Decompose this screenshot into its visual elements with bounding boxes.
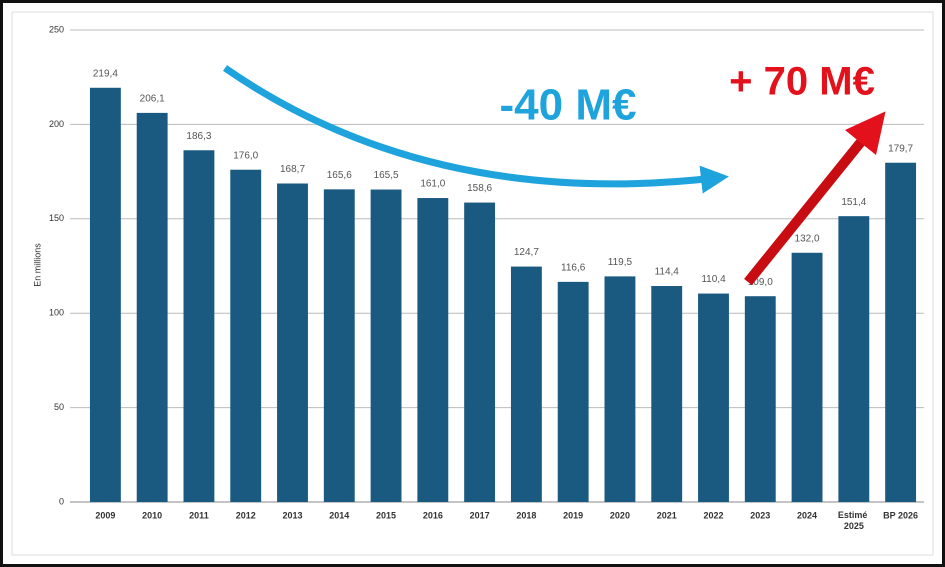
value-label: 176,0 — [233, 150, 258, 161]
value-label: 116,6 — [561, 262, 586, 273]
decline-arrow — [223, 65, 729, 194]
annotation: + 70 M€ — [729, 60, 875, 104]
bar — [698, 293, 729, 502]
bar — [230, 169, 262, 502]
y-axis-label: En millions — [32, 243, 42, 287]
bar — [89, 87, 121, 502]
x-tick-label: 2022 — [703, 510, 723, 520]
bar — [744, 296, 776, 502]
y-tick-label: 100 — [49, 308, 64, 318]
bar — [277, 183, 308, 503]
value-label: 119,5 — [608, 257, 633, 268]
annotation: -40 M€ — [500, 81, 637, 130]
value-label: 124,7 — [514, 247, 539, 258]
bar — [323, 189, 355, 502]
x-tick-label: 2021 — [657, 510, 677, 520]
x-tick-label: BP 2026 — [883, 510, 918, 520]
bar — [417, 198, 449, 503]
y-tick-label: 200 — [49, 119, 64, 129]
bar — [370, 189, 402, 502]
x-tick-label: 2011 — [189, 510, 209, 520]
value-label: 114,4 — [655, 267, 680, 278]
bar — [136, 112, 168, 502]
value-label: 110,4 — [701, 274, 726, 285]
value-label: 109,0 — [748, 277, 773, 288]
y-tick-label: 250 — [49, 24, 64, 34]
value-label: 168,7 — [280, 164, 305, 175]
value-label: 179,7 — [888, 143, 913, 154]
bar — [557, 281, 589, 502]
bar — [464, 202, 496, 502]
value-label: 165,6 — [327, 170, 352, 181]
y-tick-label: 50 — [54, 402, 64, 412]
value-label: 151,4 — [841, 197, 866, 208]
bar — [183, 150, 215, 502]
value-label: 132,0 — [795, 233, 820, 244]
x-tick-label: Estimé 2025 — [838, 510, 870, 531]
x-tick-label: 2019 — [563, 510, 583, 520]
x-tick-label: 2023 — [750, 510, 770, 520]
x-tick-label: 2024 — [797, 510, 817, 520]
inner-frame — [11, 11, 934, 556]
bar — [838, 216, 870, 502]
value-label: 206,1 — [140, 94, 165, 105]
value-label: 186,3 — [186, 131, 211, 142]
x-tick-label: 2013 — [282, 510, 302, 520]
increase-arrow — [744, 111, 886, 286]
y-tick-label: 150 — [49, 213, 64, 223]
bar — [604, 276, 636, 502]
x-tick-label: 2016 — [423, 510, 443, 520]
bar — [885, 162, 917, 503]
x-tick-label: 2015 — [376, 510, 396, 520]
x-tick-label: 2012 — [236, 510, 256, 520]
y-tick-label: 0 — [59, 496, 64, 506]
value-label: 158,6 — [467, 183, 492, 194]
bar — [791, 252, 823, 502]
x-tick-label: 2009 — [95, 510, 115, 520]
value-label: 161,0 — [420, 179, 445, 190]
x-tick-label: 2018 — [516, 510, 536, 520]
x-tick-label: 2020 — [610, 510, 630, 520]
x-tick-label: 2010 — [142, 510, 162, 520]
value-label: 219,4 — [93, 68, 118, 79]
x-tick-label: 2017 — [470, 510, 490, 520]
bar — [651, 286, 683, 502]
value-label: 165,5 — [374, 170, 399, 181]
x-tick-label: 2014 — [329, 510, 349, 520]
bar — [510, 266, 542, 502]
